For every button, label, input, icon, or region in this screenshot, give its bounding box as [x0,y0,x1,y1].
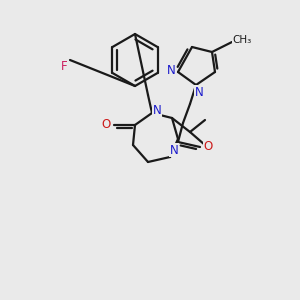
Text: CH₃: CH₃ [232,35,252,45]
Text: O: O [203,140,213,152]
Text: N: N [169,143,178,157]
Text: F: F [61,61,67,74]
Text: N: N [167,64,176,77]
Text: O: O [101,118,111,130]
Text: N: N [153,104,161,118]
Text: N: N [195,85,203,98]
